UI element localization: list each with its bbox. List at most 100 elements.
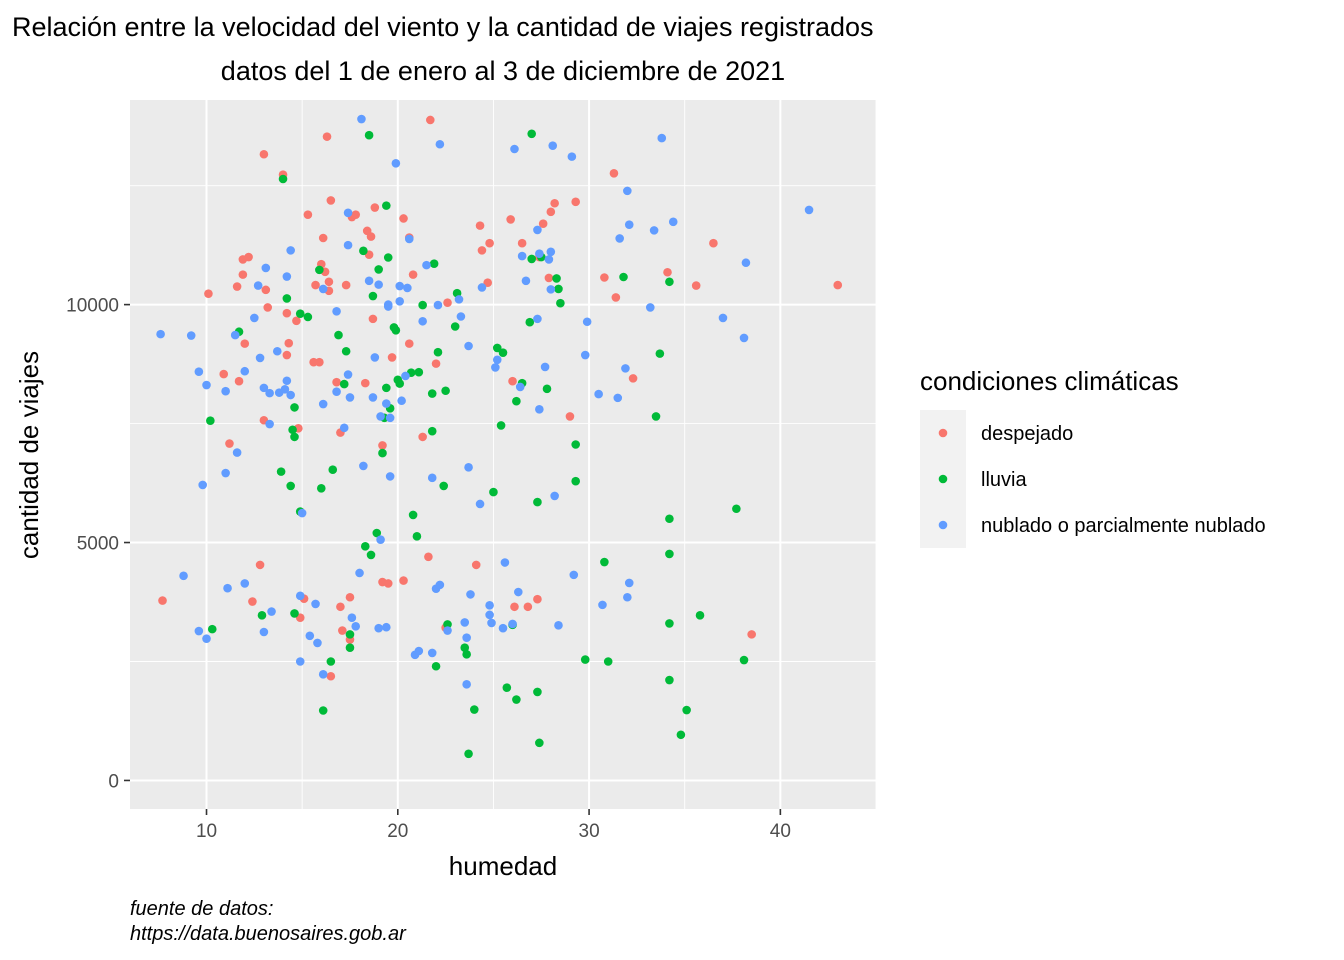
point-despejado: [341, 280, 351, 290]
legend-key-despejado: [938, 428, 948, 438]
point-despejado: [544, 273, 554, 283]
point-lluvia: [739, 655, 749, 665]
point-despejado: [259, 149, 269, 159]
point-lluvia: [433, 347, 443, 357]
legend-title: condiciones climáticas: [920, 366, 1179, 396]
point-despejado: [255, 560, 265, 570]
point-nublado: [339, 423, 349, 433]
point-lluvia: [316, 483, 326, 493]
point-nublado: [295, 591, 305, 601]
point-despejado: [399, 214, 408, 223]
point-nublado: [804, 205, 814, 215]
y-tick-label: 10000: [66, 296, 119, 317]
point-lluvia: [665, 619, 674, 628]
point-nublado: [198, 480, 207, 490]
point-nublado: [385, 413, 395, 423]
point-lluvia: [345, 643, 355, 652]
point-lluvia: [366, 550, 376, 560]
point-nublado: [232, 448, 242, 457]
point-lluvia: [443, 620, 452, 629]
point-nublado: [594, 389, 603, 399]
point-nublado: [404, 234, 414, 244]
point-lluvia: [345, 630, 355, 639]
point-nublado: [383, 302, 393, 311]
point-nublado: [332, 387, 341, 396]
axis-ticks: [124, 303, 782, 815]
point-nublado: [623, 592, 632, 602]
point-lluvia: [665, 675, 674, 685]
point-nublado: [221, 468, 230, 478]
point-despejado: [609, 168, 619, 178]
point-lluvia: [364, 130, 374, 140]
point-lluvia: [391, 326, 401, 335]
point-nublado: [250, 313, 259, 323]
point-despejado: [517, 238, 527, 248]
point-lluvia: [303, 312, 313, 322]
point-lluvia: [489, 487, 498, 497]
point-despejado: [426, 115, 435, 125]
point-despejado: [345, 592, 355, 602]
point-nublado: [462, 633, 471, 642]
point-despejado: [747, 630, 756, 639]
point-nublado: [521, 276, 531, 286]
point-nublado: [370, 353, 380, 362]
point-despejado: [408, 270, 418, 279]
point-nublado: [395, 281, 405, 291]
point-despejado: [261, 285, 271, 295]
point-despejado: [471, 560, 481, 570]
point-nublado: [554, 621, 563, 630]
point-lluvia: [600, 557, 609, 567]
legend-label-despejado: despejado: [981, 423, 1073, 445]
point-nublado: [253, 281, 263, 290]
point-lluvia: [368, 291, 378, 301]
point-lluvia: [492, 343, 502, 353]
point-lluvia: [341, 346, 351, 356]
point-nublado: [286, 246, 295, 255]
point-nublado: [414, 646, 424, 656]
point-nublado: [456, 312, 466, 321]
point-nublado: [598, 600, 607, 610]
point-despejado: [510, 602, 519, 612]
point-nublado: [422, 260, 431, 270]
x-tick-label: 20: [387, 821, 408, 842]
point-lluvia: [429, 259, 439, 268]
point-nublado: [435, 580, 445, 590]
chart-subtitle: datos del 1 de enero al 3 de diciembre d…: [221, 56, 785, 86]
point-despejado: [324, 277, 334, 287]
point-nublado: [382, 622, 391, 632]
point-despejado: [292, 316, 301, 326]
point-nublado: [485, 610, 494, 620]
point-lluvia: [290, 432, 299, 442]
point-despejado: [370, 203, 380, 212]
point-nublado: [385, 472, 395, 481]
point-nublado: [460, 618, 470, 627]
x-axis-title: humedad: [449, 851, 557, 881]
point-lluvia: [339, 379, 349, 389]
point-lluvia: [554, 284, 563, 294]
point-nublado: [403, 283, 412, 293]
point-nublado: [186, 331, 196, 340]
point-lluvia: [374, 265, 383, 274]
x-tick-label: 10: [196, 821, 217, 842]
point-nublado: [282, 376, 292, 386]
point-lluvia: [571, 476, 580, 486]
point-lluvia: [542, 384, 552, 394]
point-despejado: [404, 339, 414, 348]
point-nublado: [567, 152, 577, 161]
point-nublado: [267, 607, 276, 616]
chart-title: Relación entre la velocidad del viento y…: [12, 12, 874, 42]
point-nublado: [508, 619, 517, 629]
point-nublado: [272, 346, 282, 356]
point-nublado: [464, 463, 473, 472]
point-nublado: [718, 313, 728, 323]
point-lluvia: [414, 367, 424, 377]
point-despejado: [546, 207, 556, 217]
point-despejado: [506, 215, 515, 224]
point-lluvia: [431, 661, 441, 671]
point-despejado: [311, 280, 320, 290]
point-nublado: [613, 393, 623, 403]
point-despejado: [508, 376, 517, 386]
point-lluvia: [318, 706, 328, 715]
point-nublado: [286, 390, 295, 400]
point-lluvia: [682, 705, 691, 715]
